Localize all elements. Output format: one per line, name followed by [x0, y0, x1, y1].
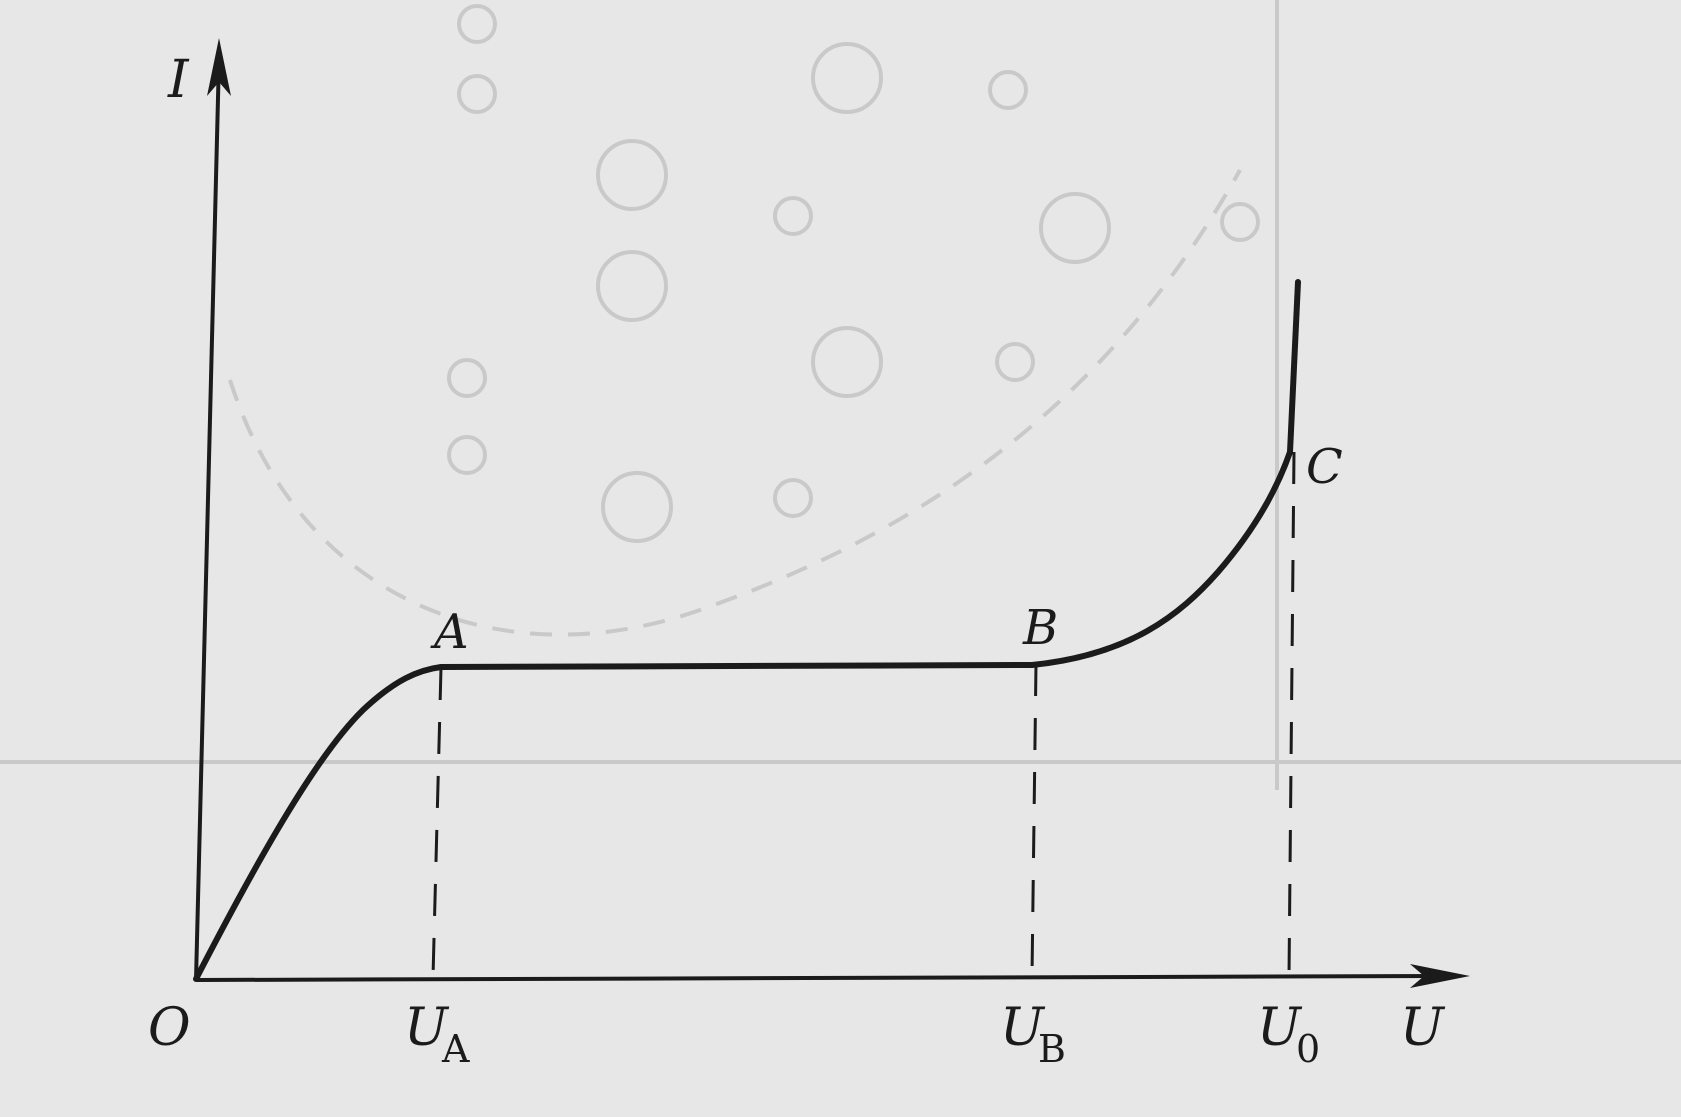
x-axis-label: U [1400, 998, 1446, 1058]
y-axis-arrowhead [207, 38, 231, 96]
faint-circle [988, 70, 1028, 110]
y-axis [194, 57, 221, 981]
x-tick-ub-sub: B [1038, 1027, 1066, 1071]
faint-circle [457, 4, 497, 44]
curve-segment-plateau [438, 662, 1035, 670]
faint-circle [596, 250, 668, 322]
y-axis-label: I [167, 50, 190, 110]
faint-circle [773, 196, 813, 236]
point-label-a: A [430, 604, 469, 660]
faint-circle [811, 42, 883, 114]
curve-segment-steep [1029, 449, 1293, 668]
x-tick-ub-base: U [1000, 998, 1046, 1058]
dashed-line-c [1287, 451, 1296, 977]
bleed-through-decoration [0, 0, 1681, 790]
x-tick-u0-sub: 0 [1296, 1027, 1320, 1071]
faint-circle [601, 471, 673, 543]
faint-circle [447, 358, 487, 398]
curve-segment-rising [193, 664, 444, 982]
axes [194, 57, 1441, 982]
curve-segment-vertical [1287, 279, 1301, 455]
x-tick-u0-base: U [1257, 998, 1303, 1058]
faint-circle [811, 326, 883, 398]
point-label-b: B [1022, 600, 1058, 656]
faint-circle [995, 342, 1035, 382]
characteristic-curve [193, 279, 1301, 982]
origin-label: O [148, 998, 191, 1058]
x-axis-arrowhead [1410, 964, 1470, 988]
x-tick-ub: U B [1000, 998, 1066, 1071]
faint-circle [447, 435, 487, 475]
faint-dashed-arc [228, 169, 1242, 637]
x-axis [195, 974, 1441, 982]
dashed-guides [431, 451, 1296, 978]
faint-circle [1220, 202, 1260, 242]
x-tick-u0: U 0 [1257, 998, 1320, 1071]
axis-arrows [207, 38, 1470, 988]
x-tick-ua-base: U [404, 998, 450, 1058]
point-label-c: C [1306, 439, 1343, 495]
faint-circle [457, 74, 497, 114]
faint-circle [596, 139, 668, 211]
x-tick-ua: U A [404, 998, 470, 1071]
x-tick-ua-sub: A [441, 1027, 470, 1071]
faint-circle [773, 478, 813, 518]
faint-circle [1039, 192, 1111, 264]
